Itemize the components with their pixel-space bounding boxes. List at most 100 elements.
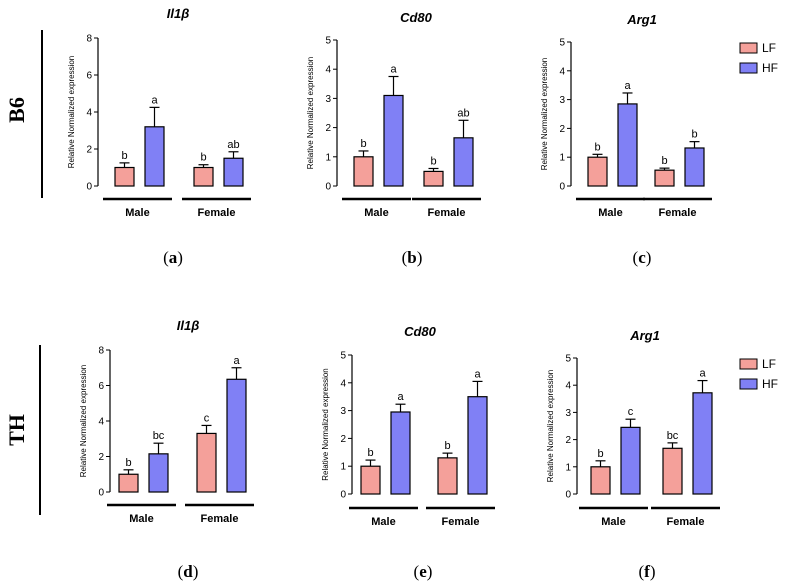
significance-letter: a [397,391,404,403]
bar-hf [692,392,713,495]
significance-letter: a [390,64,397,76]
chart-title: Cd80 [404,324,437,339]
group-label-male: Male [125,207,149,219]
chart-title: Arg1 [629,328,660,343]
legend-swatch-hf [739,62,758,74]
y-tick-label: 2 [565,435,571,446]
panel-caption-e: (e) [414,562,433,581]
y-tick-label: 3 [340,406,346,417]
significance-letter: a [699,368,706,380]
chart-panel-a: Il1β 0 2 4 6 8 Relative Normalized expression b… [67,6,251,219]
chart-panel-f: Arg1 0 1 2 3 4 5 Relative Normalized expression… [546,328,720,528]
panel-caption-c: (c) [633,248,652,267]
bar-hf [226,378,247,493]
significance-letter: c [204,412,210,424]
y-axis-label: Relative Normalized expression [321,368,330,481]
bar-hf [383,94,404,187]
y-tick-label: 3 [565,408,571,419]
legend-label-hf: HF [762,377,778,391]
significance-letter: a [151,94,158,106]
bar-lf [360,465,381,495]
bar-hf [148,453,169,493]
significance-letter: bc [667,430,679,442]
y-axis-label: Relative Normalized expression [540,58,549,171]
panel-caption-f: (f) [638,562,655,581]
chart-panel-e: Cd80 0 1 2 3 4 5 Relative Normalized expression… [321,324,495,528]
legend-label-lf: LF [762,357,776,371]
y-tick-label: 0 [565,490,571,501]
bar-lf [587,156,608,187]
significance-letter: ab [457,107,469,119]
chart-title: Il1β [177,318,200,333]
group-label-female: Female [198,207,236,219]
legend-swatch-hf [739,378,758,390]
y-tick-label: 1 [325,152,331,163]
significance-letter: a [624,80,631,92]
significance-letter: b [444,440,450,452]
bar-lf [662,447,683,495]
panel-caption-b: (b) [402,248,423,267]
y-tick-label: 2 [86,145,92,156]
significance-letter: b [594,141,600,153]
group-label-male: Male [371,516,395,528]
legend-b6: LF HF [739,41,778,75]
y-tick-label: 5 [340,351,346,362]
y-tick-label: 1 [340,462,346,473]
group-label-male: Male [364,207,388,219]
y-tick-label: 0 [86,182,92,193]
bar-hf [684,147,705,187]
y-tick-label: 4 [86,108,92,119]
significance-letter: b [125,457,131,469]
group-label-male: Male [601,516,625,528]
bar-lf [654,169,675,187]
y-tick-label: 3 [559,95,565,106]
group-label-female: Female [442,516,480,528]
chart-title: Cd80 [400,10,433,25]
y-tick-label: 2 [98,452,104,463]
bar-lf [196,432,217,493]
bar-lf [118,473,139,493]
y-tick-label: 4 [325,65,331,76]
chart-panel-b: Cd80 0 1 2 3 4 5 Relative Normalized expression… [306,10,481,219]
y-tick-label: 6 [86,71,92,82]
group-label-male: Male [598,207,622,219]
legend-th: LF HF [739,357,778,391]
panel-caption-a: (a) [163,248,183,267]
charts-layer: Il1β 0 2 4 6 8 Relative Normalized expression b… [67,6,720,528]
significance-letter: b [121,150,127,162]
chart-title: Il1β [167,6,190,21]
significance-letter: c [628,406,634,418]
group-label-male: Male [129,513,153,525]
significance-letter: b [430,155,436,167]
bar-hf [453,137,474,187]
group-label-female: Female [667,516,705,528]
group-label-female: Female [201,513,239,525]
chart-panel-c: Arg1 0 1 2 3 4 5 Relative Normalized expression… [540,12,712,219]
bar-lf [353,156,374,187]
significance-letter: b [367,447,373,459]
y-tick-label: 1 [559,153,565,164]
bar-lf [437,457,458,495]
y-tick-label: 3 [325,94,331,105]
y-tick-label: 6 [98,381,104,392]
significance-letter: b [597,448,603,460]
bar-hf [390,411,411,495]
y-tick-label: 2 [559,124,565,135]
y-axis-label: Relative Normalized expression [546,370,555,483]
significance-letter: b [691,129,697,141]
y-tick-label: 0 [340,490,346,501]
row-label-th: TH [4,414,29,446]
panel-caption-d: (d) [178,562,199,581]
bar-hf [617,103,638,187]
y-tick-label: 8 [98,346,104,357]
significance-letter: a [233,355,240,367]
y-tick-label: 5 [325,36,331,47]
legend-label-hf: HF [762,61,778,75]
y-tick-label: 0 [98,488,104,499]
y-tick-label: 1 [565,462,571,473]
y-tick-label: 4 [565,381,571,392]
bar-lf [193,166,214,187]
group-label-female: Female [659,207,697,219]
